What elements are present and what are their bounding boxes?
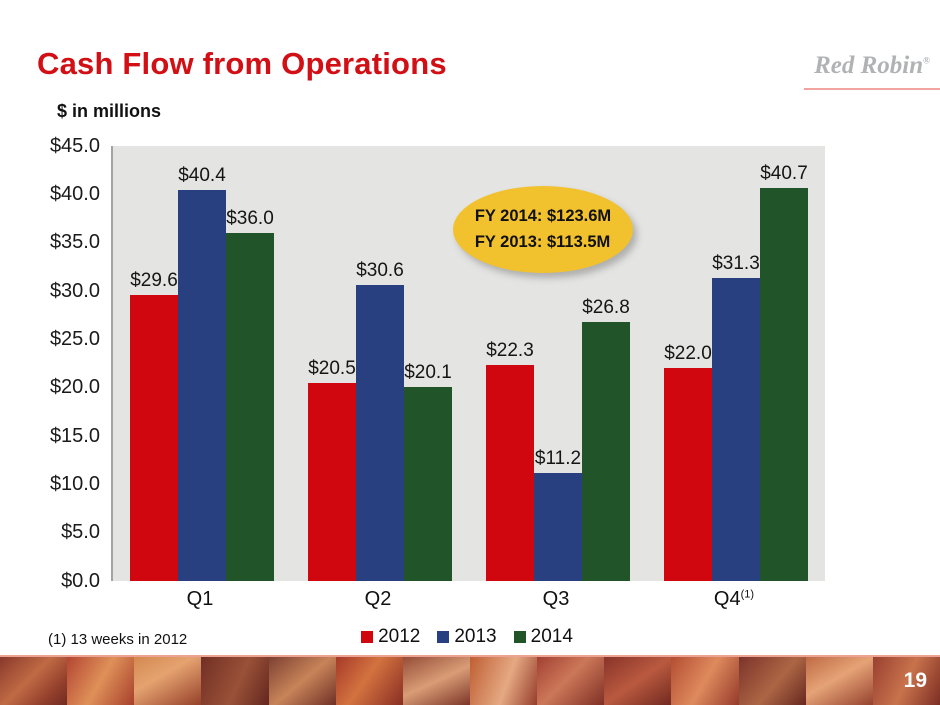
legend-swatch-2012: [361, 631, 374, 643]
photo-strip: [0, 655, 940, 705]
callout-ellipse: FY 2014: $123.6M FY 2013: $113.5M: [453, 186, 633, 273]
bar-2012-q2: $20.5: [308, 358, 356, 581]
y-axis: $45.0 $40.0 $35.0 $30.0 $25.0 $20.0 $15.0 $10.0…: [0, 135, 100, 592]
bar-2013-q1: $40.4: [178, 165, 226, 581]
y-tick-label: $25.0: [49, 327, 100, 350]
bar-2014-q3: $26.8: [582, 297, 630, 581]
logo-underline: [804, 88, 940, 90]
legend-swatch-2013: [437, 631, 450, 643]
category-group-q3: $22.3 $11.2 $26.8: [469, 146, 647, 581]
bar-2012-q4: $22.0: [664, 343, 712, 581]
photo-tile: [671, 657, 739, 705]
photo-tile: [0, 657, 68, 705]
legend: 2012 2013 2014: [111, 626, 823, 648]
callout-line-fy2014: FY 2014: $123.6M: [474, 206, 612, 225]
category-footnote-marker: (1): [740, 588, 755, 601]
registered-trademark-icon: ®: [923, 55, 930, 66]
y-tick-label: $5.0: [61, 521, 100, 544]
x-category-label-q2: Q2: [364, 588, 392, 610]
bar-2013-q2: $30.6: [356, 260, 404, 581]
photo-tile: [268, 657, 336, 705]
category-group-q2: $20.5 $30.6 $20.1: [291, 146, 469, 581]
y-tick-label: $40.0: [49, 182, 100, 205]
bar-2014-q4: $40.7: [760, 163, 808, 581]
photo-tile: [67, 657, 135, 705]
red-robin-logo: Red Robin®: [804, 52, 940, 80]
legend-item-2013: 2013: [437, 626, 497, 648]
legend-label-2014: 2014: [530, 626, 573, 647]
legend-item-2014: 2014: [513, 626, 573, 648]
photo-tile: [604, 657, 672, 705]
bar-value-label: $40.4: [178, 165, 226, 187]
x-category-label-q4: Q4(1): [713, 588, 755, 610]
photo-tile: [134, 657, 202, 705]
legend-label-2013: 2013: [454, 626, 497, 647]
bar-value-label: $40.7: [760, 162, 808, 184]
photo-tile: [402, 657, 470, 705]
bar-2014-q2: $20.1: [404, 362, 452, 581]
bar-value-label: $11.2: [534, 447, 582, 469]
bar-value-label: $20.1: [404, 361, 452, 383]
x-category-label-q3: Q3: [542, 588, 570, 610]
bar-value-label: $26.8: [582, 296, 630, 318]
bar-value-label: $36.0: [226, 208, 274, 229]
photo-tile: [335, 657, 403, 705]
photo-tile: [872, 657, 940, 705]
bar-value-label: $22.0: [664, 343, 712, 365]
callout-line-fy2013: FY 2013: $113.5M: [474, 232, 611, 251]
y-tick-label: $15.0: [49, 424, 100, 447]
bar-value-label: $30.6: [356, 260, 404, 282]
y-tick-label: $35.0: [49, 231, 100, 254]
bar-2013-q3: $11.2: [534, 448, 582, 581]
legend-swatch-2014: [513, 631, 526, 643]
category-group-q1: $29.6 $40.4 $36.0: [113, 146, 291, 581]
chart-units-label: $ in millions: [57, 101, 162, 121]
bar-value-label: $20.5: [308, 357, 356, 379]
y-tick-label: $45.0: [49, 134, 100, 157]
bar-2013-q4: $31.3: [712, 253, 760, 581]
photo-tile: [537, 657, 605, 705]
y-tick-label: $0.0: [61, 569, 100, 592]
bar-2014-q1: $36.0: [226, 208, 274, 581]
page-number: 19: [903, 669, 927, 692]
x-axis: Q1 Q2 Q3 Q4(1): [111, 588, 823, 611]
bar-2012-q1: $29.6: [130, 270, 178, 581]
bar-2012-q3: $22.3: [486, 340, 534, 581]
callout-text: FY 2014: $123.6M FY 2013: $113.5M: [475, 204, 611, 255]
photo-tile: [469, 657, 538, 705]
y-tick-label: $10.0: [49, 472, 100, 495]
logo-text: Red Robin: [814, 52, 924, 79]
photo-tile: [805, 657, 873, 705]
slide-footnote: (1) 13 weeks in 2012: [48, 631, 188, 648]
photo-tile: [201, 657, 269, 705]
photo-tile: [738, 657, 806, 705]
x-category-label-q1: Q1: [186, 588, 214, 610]
bar-value-label: $22.3: [486, 340, 534, 362]
y-tick-label: $30.0: [49, 279, 100, 302]
category-group-q4: $22.0 $31.3 $40.7: [647, 146, 825, 581]
bar-value-label: $29.6: [130, 269, 178, 291]
legend-label-2012: 2012: [378, 626, 421, 647]
slide-title: Cash Flow from Operations: [37, 46, 447, 81]
y-tick-label: $20.0: [49, 376, 100, 399]
legend-item-2012: 2012: [361, 626, 420, 648]
bar-value-label: $31.3: [712, 253, 760, 275]
